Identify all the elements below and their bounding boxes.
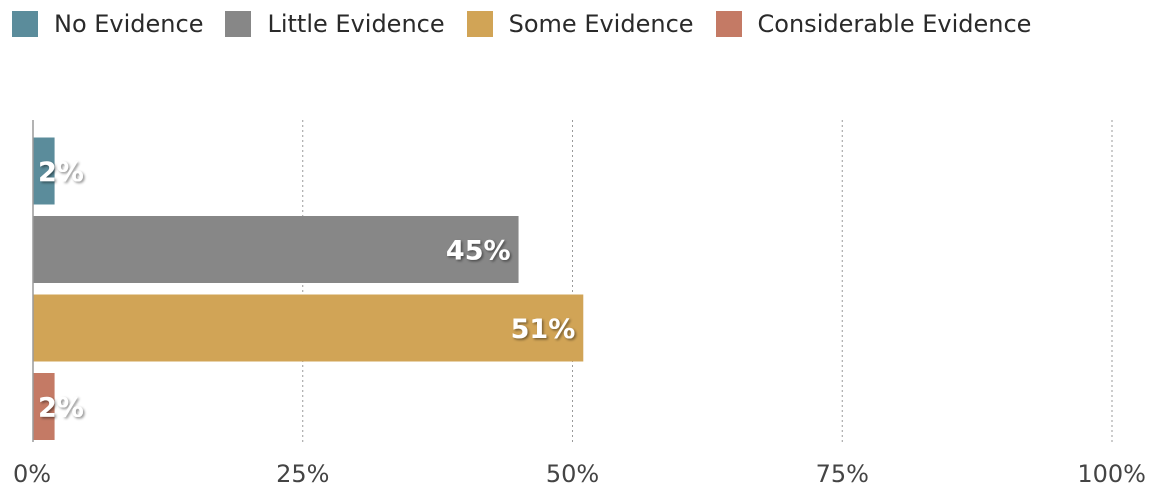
bar-label-0: 2% <box>38 157 84 188</box>
legend-swatch-considerable-evidence <box>715 11 742 37</box>
bar-3 <box>33 373 55 440</box>
legend-swatch-some-evidence <box>466 11 493 37</box>
x-tick-label-1: 25% <box>276 460 329 487</box>
legend-swatch-little-evidence <box>225 11 252 37</box>
legend: No Evidence Little Evidence Some Evidenc… <box>12 8 1053 40</box>
legend-item-considerable-evidence: Considerable Evidence <box>715 10 1032 38</box>
legend-item-no-evidence: No Evidence <box>12 10 203 38</box>
legend-swatch-no-evidence <box>12 11 38 37</box>
bar-label-1: 45% <box>446 236 511 267</box>
x-tick-label-4: 100% <box>1077 460 1146 487</box>
legend-label-little-evidence: Little Evidence <box>267 10 445 38</box>
legend-label-some-evidence: Some Evidence <box>508 10 694 38</box>
legend-label-no-evidence: No Evidence <box>54 10 204 38</box>
bar-label-3: 2% <box>38 393 84 424</box>
legend-item-some-evidence: Some Evidence <box>466 10 694 38</box>
x-tick-label-2: 50% <box>546 460 599 487</box>
x-tick-label-3: 75% <box>816 460 869 487</box>
legend-item-little-evidence: Little Evidence <box>225 10 445 38</box>
bar-2 <box>33 294 584 362</box>
bar-label-2: 51% <box>511 314 576 345</box>
bar-1 <box>33 216 519 283</box>
x-tick-label-0: 0% <box>13 460 51 487</box>
bar-0 <box>33 137 55 205</box>
legend-label-considerable-evidence: Considerable Evidence <box>757 10 1032 38</box>
